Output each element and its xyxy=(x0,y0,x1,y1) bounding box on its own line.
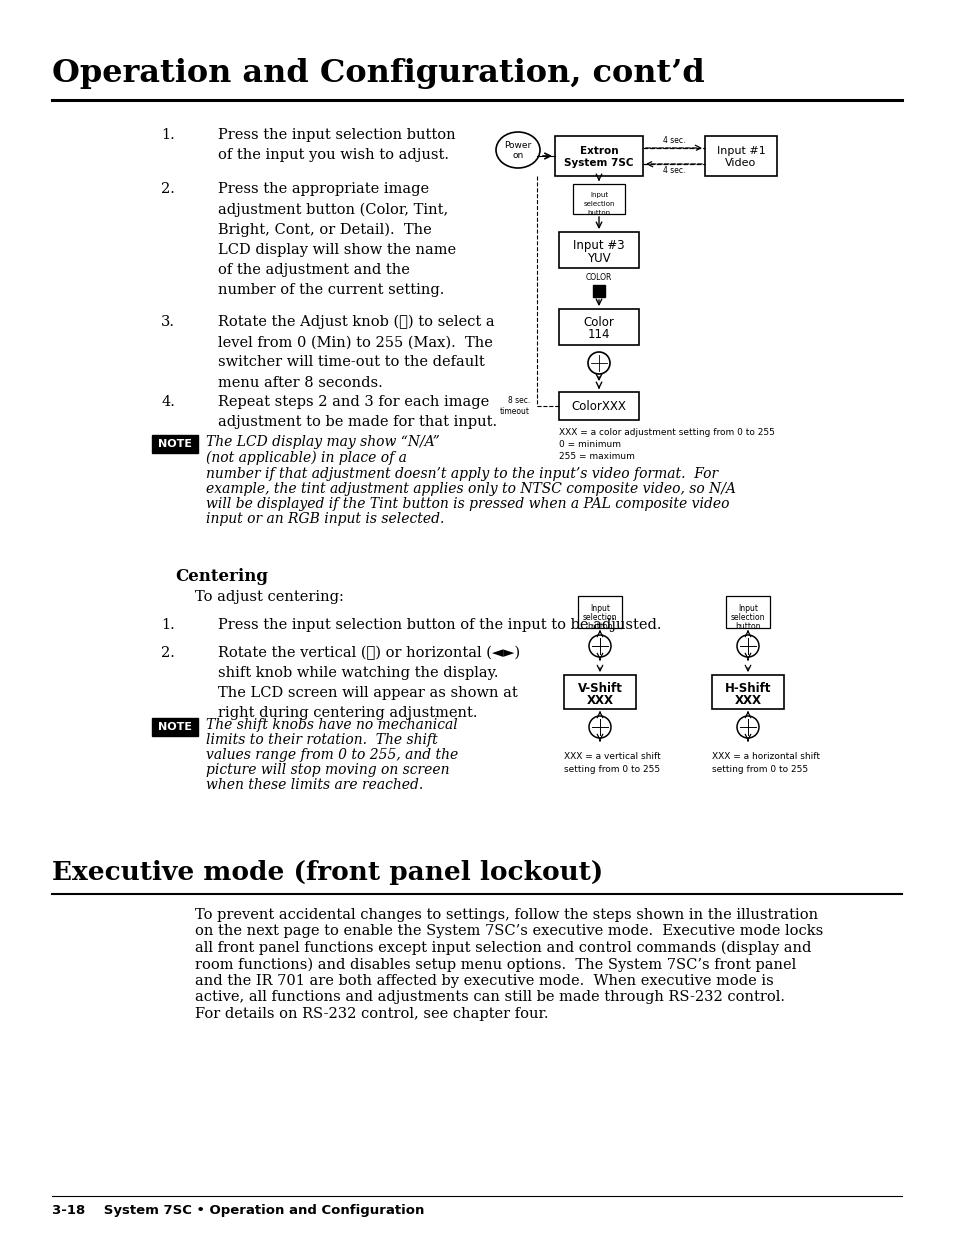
Text: limits to their rotation.  The shift: limits to their rotation. The shift xyxy=(206,734,437,747)
FancyBboxPatch shape xyxy=(711,676,783,709)
Text: Rotate the Adjust knob (⬥) to select a
level from 0 (Min) to 255 (Max).  The
swi: Rotate the Adjust knob (⬥) to select a l… xyxy=(218,315,494,389)
Text: picture will stop moving on screen: picture will stop moving on screen xyxy=(206,763,449,777)
Text: Centering: Centering xyxy=(174,568,268,585)
Text: 3.: 3. xyxy=(161,315,174,329)
Text: 1.: 1. xyxy=(161,618,174,632)
Text: To adjust centering:: To adjust centering: xyxy=(194,590,343,604)
FancyBboxPatch shape xyxy=(573,184,624,214)
Text: 1.: 1. xyxy=(161,128,174,142)
Text: on the next page to enable the System 7SC’s executive mode.  Executive mode lock: on the next page to enable the System 7S… xyxy=(194,925,822,939)
Text: Press the appropriate image
adjustment button (Color, Tint,
Bright, Cont, or Det: Press the appropriate image adjustment b… xyxy=(218,182,456,298)
Text: ColorXXX: ColorXXX xyxy=(571,399,626,412)
Text: Video: Video xyxy=(724,158,756,168)
Text: Extron: Extron xyxy=(579,146,618,156)
FancyBboxPatch shape xyxy=(152,718,198,736)
Text: Repeat steps 2 and 3 for each image
adjustment to be made for that input.: Repeat steps 2 and 3 for each image adju… xyxy=(218,395,497,429)
Text: Input #3: Input #3 xyxy=(573,238,624,252)
Text: XXX = a horizontal shift: XXX = a horizontal shift xyxy=(711,752,820,761)
FancyBboxPatch shape xyxy=(558,232,639,268)
FancyBboxPatch shape xyxy=(563,676,636,709)
Text: button: button xyxy=(587,622,612,631)
FancyBboxPatch shape xyxy=(725,597,769,629)
Text: Press the input selection button of the input to be adjusted.: Press the input selection button of the … xyxy=(218,618,660,632)
Text: Rotate the vertical (⬥) or horizontal (◄►)
shift knob while watching the display: Rotate the vertical (⬥) or horizontal (◄… xyxy=(218,646,519,720)
FancyBboxPatch shape xyxy=(555,136,642,177)
Text: To prevent accidental changes to settings, follow the steps shown in the illustr: To prevent accidental changes to setting… xyxy=(194,908,818,923)
Text: Input: Input xyxy=(589,191,607,198)
Text: Color: Color xyxy=(583,315,614,329)
Text: COLOR: COLOR xyxy=(585,273,612,282)
Text: 8 sec.
timeout: 8 sec. timeout xyxy=(499,396,530,416)
Text: Input: Input xyxy=(589,604,609,613)
Text: (not applicable) in place of a: (not applicable) in place of a xyxy=(206,451,406,466)
Text: input or an RGB input is selected.: input or an RGB input is selected. xyxy=(206,513,444,526)
Text: For details on RS-232 control, see chapter four.: For details on RS-232 control, see chapt… xyxy=(194,1007,548,1021)
Text: 4.: 4. xyxy=(161,395,174,409)
Text: selection: selection xyxy=(730,613,764,622)
Text: on: on xyxy=(512,151,523,159)
Text: setting from 0 to 255: setting from 0 to 255 xyxy=(711,764,807,774)
Text: 255 = maximum: 255 = maximum xyxy=(558,452,634,461)
Text: Input: Input xyxy=(738,604,758,613)
Text: NOTE: NOTE xyxy=(158,722,192,732)
Text: XXX: XXX xyxy=(734,694,760,706)
FancyBboxPatch shape xyxy=(558,309,639,345)
Text: 0 = minimum: 0 = minimum xyxy=(558,440,620,450)
Text: System 7SC: System 7SC xyxy=(563,158,633,168)
Text: Executive mode (front panel lockout): Executive mode (front panel lockout) xyxy=(52,860,602,885)
Text: 3-18    System 7SC • Operation and Configuration: 3-18 System 7SC • Operation and Configur… xyxy=(52,1204,424,1216)
Text: 2.: 2. xyxy=(161,182,174,196)
Text: number if that adjustment doesn’t apply to the input’s video format.  For: number if that adjustment doesn’t apply … xyxy=(206,467,718,480)
FancyBboxPatch shape xyxy=(578,597,621,629)
Text: XXX = a vertical shift: XXX = a vertical shift xyxy=(563,752,660,761)
Text: Power: Power xyxy=(504,142,531,151)
Text: all front panel functions except input selection and control commands (display a: all front panel functions except input s… xyxy=(194,941,810,956)
Text: button: button xyxy=(735,622,760,631)
Text: will be displayed if the Tint button is pressed when a PAL composite video: will be displayed if the Tint button is … xyxy=(206,496,729,511)
Text: Press the input selection button
of the input you wish to adjust.: Press the input selection button of the … xyxy=(218,128,456,162)
Text: 4 sec.: 4 sec. xyxy=(662,136,684,144)
Text: Operation and Configuration, cont’d: Operation and Configuration, cont’d xyxy=(52,58,704,89)
Text: selection: selection xyxy=(582,613,617,622)
Text: and the IR 701 are both affected by executive mode.  When executive mode is: and the IR 701 are both affected by exec… xyxy=(194,974,773,988)
FancyBboxPatch shape xyxy=(593,285,604,296)
Text: V-Shift: V-Shift xyxy=(577,682,621,694)
Text: H-Shift: H-Shift xyxy=(724,682,770,694)
Text: active, all functions and adjustments can still be made through RS-232 control.: active, all functions and adjustments ca… xyxy=(194,990,784,1004)
Text: 4 sec.: 4 sec. xyxy=(662,165,684,175)
Text: values range from 0 to 255, and the: values range from 0 to 255, and the xyxy=(206,748,457,762)
FancyBboxPatch shape xyxy=(704,136,776,177)
FancyBboxPatch shape xyxy=(558,391,639,420)
Text: when these limits are reached.: when these limits are reached. xyxy=(206,778,423,792)
Text: room functions) and disables setup menu options.  The System 7SC’s front panel: room functions) and disables setup menu … xyxy=(194,957,796,972)
Text: YUV: YUV xyxy=(587,252,610,266)
Text: button: button xyxy=(587,210,610,216)
Text: Input #1: Input #1 xyxy=(716,146,764,156)
Text: 114: 114 xyxy=(587,329,610,342)
Text: 2.: 2. xyxy=(161,646,174,659)
Text: XXX = a color adjustment setting from 0 to 255: XXX = a color adjustment setting from 0 … xyxy=(558,429,774,437)
FancyBboxPatch shape xyxy=(152,435,198,453)
Text: NOTE: NOTE xyxy=(158,438,192,450)
Text: example, the tint adjustment applies only to NTSC composite video, so N/A: example, the tint adjustment applies onl… xyxy=(206,482,735,496)
Text: The LCD display may show “N/A”: The LCD display may show “N/A” xyxy=(206,435,439,450)
Text: The shift knobs have no mechanical: The shift knobs have no mechanical xyxy=(206,718,457,732)
Text: selection: selection xyxy=(582,201,614,207)
Text: XXX: XXX xyxy=(586,694,613,706)
Text: setting from 0 to 255: setting from 0 to 255 xyxy=(563,764,659,774)
